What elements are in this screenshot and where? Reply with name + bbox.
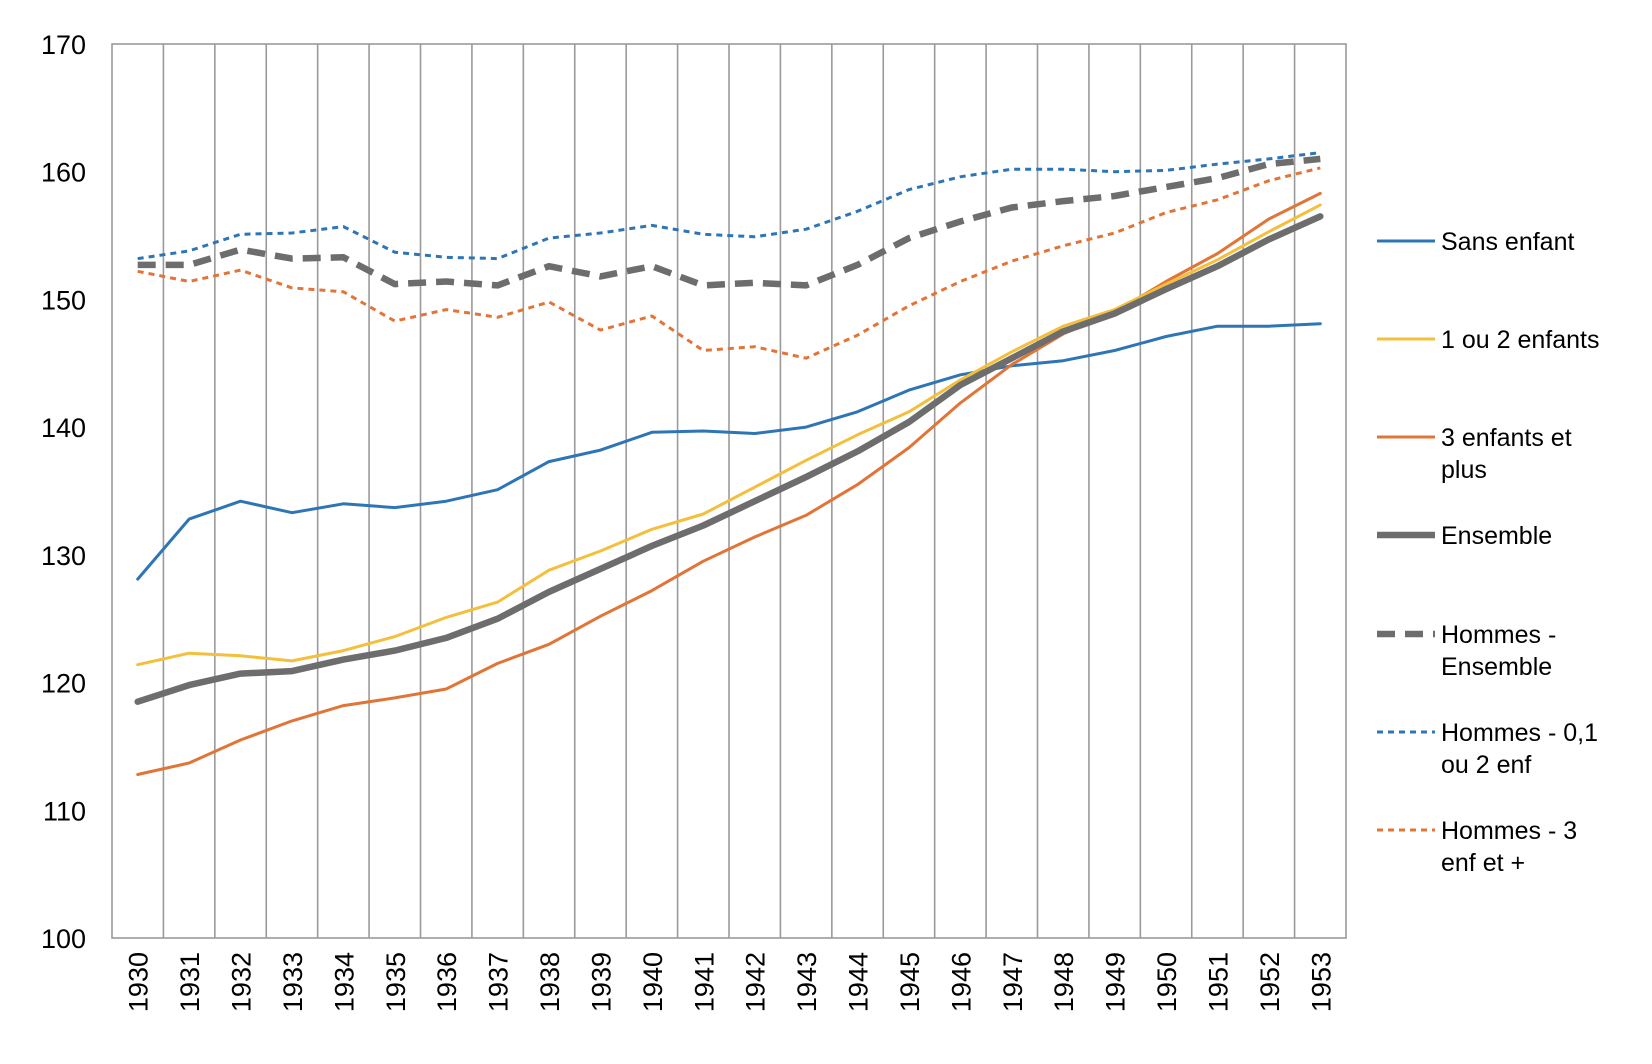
x-tick-label: 1935 xyxy=(381,952,411,1012)
legend-label: Hommes - xyxy=(1441,621,1556,649)
plot-frame xyxy=(111,43,1347,939)
x-tick-label: 1950 xyxy=(1152,952,1182,1012)
x-tick-label: 1946 xyxy=(946,952,976,1012)
y-tick-label: 140 xyxy=(41,413,86,443)
legend-label: Ensemble xyxy=(1441,653,1552,681)
y-tick-label: 130 xyxy=(41,541,86,571)
x-tick-label: 1951 xyxy=(1203,952,1233,1012)
x-tick-label: 1930 xyxy=(124,952,154,1012)
legend-label: Hommes - 3 xyxy=(1441,817,1577,845)
legend-label: 1 ou 2 enfants xyxy=(1441,326,1599,354)
series-line-5 xyxy=(137,151,1321,261)
x-tick-label: 1944 xyxy=(844,952,874,1012)
x-tick-label: 1931 xyxy=(175,952,205,1012)
y-tick-label: 120 xyxy=(41,669,86,699)
x-tick-label: 1943 xyxy=(792,952,822,1012)
y-tick-label: 150 xyxy=(41,285,86,315)
x-tick-label: 1949 xyxy=(1101,952,1131,1012)
y-tick-label: 110 xyxy=(43,796,86,826)
x-tick-label: 1941 xyxy=(689,952,719,1012)
x-tick-label: 1945 xyxy=(895,952,925,1012)
x-tick-label: 1933 xyxy=(278,952,308,1012)
x-tick-label: 1948 xyxy=(1049,952,1079,1012)
series-line-3 xyxy=(134,213,1324,705)
y-tick-label: 100 xyxy=(41,924,86,954)
x-tick-label: 1940 xyxy=(638,952,668,1012)
y-tick-label: 160 xyxy=(41,158,86,188)
legend-label: ou 2 enf xyxy=(1441,751,1531,779)
x-tick-label: 1953 xyxy=(1306,952,1336,1012)
x-tick-label: 1932 xyxy=(227,952,257,1012)
legend-label: Sans enfant xyxy=(1441,228,1574,256)
legend-label: 3 enfants et xyxy=(1441,424,1572,452)
series-line-0 xyxy=(136,322,1322,581)
y-tick-label: 170 xyxy=(41,30,86,60)
series-line-6 xyxy=(137,166,1321,360)
x-tick-label: 1937 xyxy=(484,952,514,1012)
x-tick-label: 1938 xyxy=(535,952,565,1012)
series-lines xyxy=(134,151,1324,776)
x-tick-label: 1934 xyxy=(329,952,359,1012)
x-tick-label: 1936 xyxy=(432,952,462,1012)
grid-lines xyxy=(162,44,1296,938)
x-tick-label: 1952 xyxy=(1255,952,1285,1012)
y-axis: 100 110 120 130 140 150 160 170 xyxy=(41,30,86,954)
x-tick-label: 1947 xyxy=(998,952,1028,1012)
series-line-4 xyxy=(137,155,1321,289)
legend-label: enf et + xyxy=(1441,849,1525,877)
x-tick-label: 1942 xyxy=(741,952,771,1012)
x-tick-label: 1939 xyxy=(586,952,616,1012)
legend-label: plus xyxy=(1441,456,1487,484)
legend-label: Hommes - 0,1 xyxy=(1441,719,1598,747)
legend-label: Ensemble xyxy=(1441,522,1552,550)
series-line-1 xyxy=(136,203,1322,667)
x-axis: 1930 1931 1932 1933 1934 1935 1936 1937 1938 1939… xyxy=(124,952,1337,1012)
legend: Sans enfant 1 ou 2 enfants 3 enfants et plu… xyxy=(1377,228,1599,877)
